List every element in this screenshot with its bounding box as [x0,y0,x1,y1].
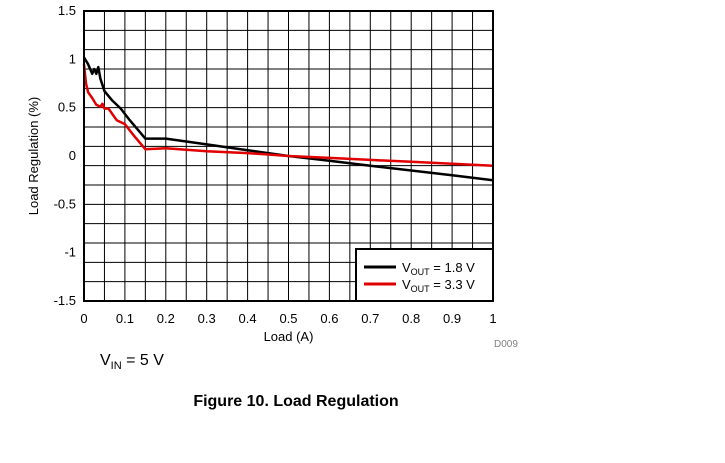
series-lines [82,56,494,182]
legend-label-prefix: V [402,260,411,275]
x-tick-label: 0.1 [116,311,134,326]
y-tick-label: -1 [64,245,76,260]
legend-label-value: = 3.3 V [430,277,475,292]
legend-label-value: = 1.8 V [430,260,475,275]
x-tick-label: 0.9 [443,311,461,326]
x-tick-label: 0.4 [239,311,257,326]
x-tick-label: 0.3 [198,311,216,326]
x-tick-label: 0 [80,311,87,326]
legend-label: VOUT = 3.3 V [402,277,475,294]
y-tick-label: -0.5 [54,196,76,211]
legend-label: VOUT = 1.8 V [402,260,475,277]
figure-title: Figure 10. Load Regulation [193,393,399,410]
x-tick-label: 0.8 [402,311,420,326]
series-line-vout-1-8v [82,56,494,182]
document-id: D009 [494,339,518,350]
x-axis-label: Load (A) [264,329,314,344]
y-tick-label: 1 [69,51,76,66]
x-tick-label: 0.6 [320,311,338,326]
y-axis-label: Load Regulation (%) [26,97,41,216]
vin-subscript: IN [110,360,122,373]
legend-label-prefix: V [402,277,411,292]
x-tick-label: 0.5 [279,311,297,326]
x-tick-label: 1 [489,311,496,326]
x-tick-label: 0.7 [361,311,379,326]
tick-labels: 0 0.1 0.2 0.3 0.4 0.5 0.6 0.7 0.8 0.9 1 1.5 1 0.5 0 -0.… [54,3,497,326]
plot-frame [83,10,494,302]
series-line-vout-3-3v [82,64,494,167]
y-tick-label: 0.5 [58,100,76,115]
x-tick-label: 0.2 [157,311,175,326]
y-tick-label: -1.5 [54,293,76,308]
legend-box [355,248,494,302]
legend-label-subscript: OUT [411,267,431,277]
test-conditions: VIN = 5 V [100,352,164,372]
vin-prefix: V [100,352,111,369]
y-tick-label: 0 [69,148,76,163]
y-tick-label: 1.5 [58,3,76,18]
legend-label-subscript: OUT [411,284,431,294]
vin-value: = 5 V [121,352,164,369]
